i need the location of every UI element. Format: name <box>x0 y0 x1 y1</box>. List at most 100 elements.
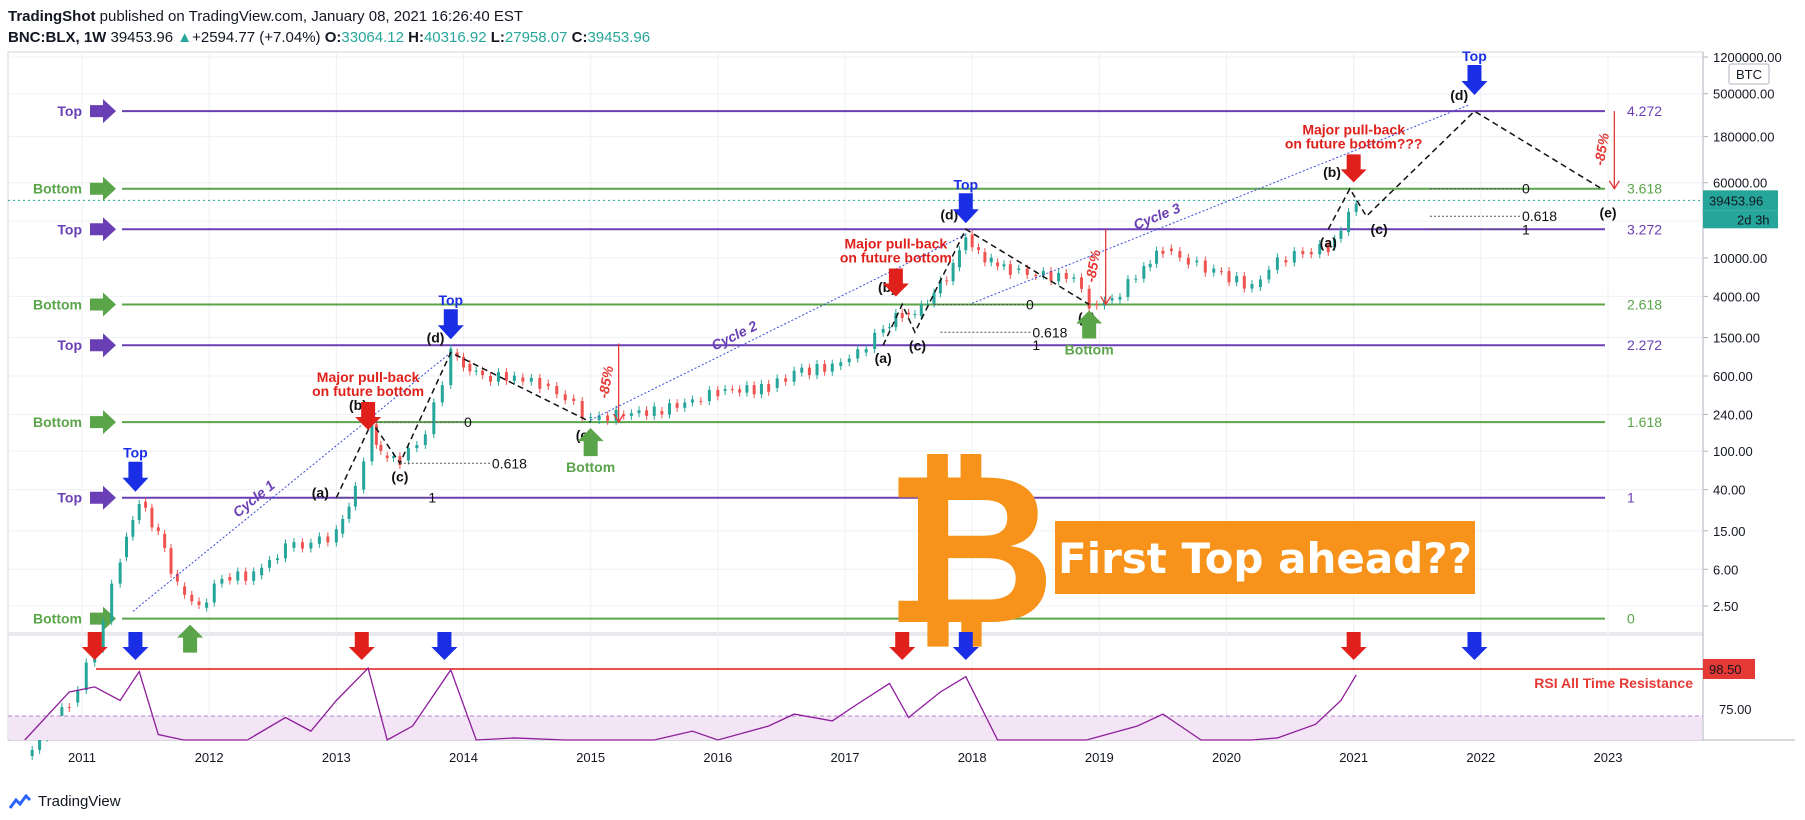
candle-body <box>1017 268 1021 270</box>
candle-body <box>392 456 396 459</box>
fib-retracement-label: 0 <box>1522 181 1530 197</box>
candle-body <box>362 461 366 490</box>
bitcoin-logo-icon: ₿ <box>884 427 1055 672</box>
candle-body <box>1025 268 1029 275</box>
cycle-trendline <box>132 352 452 612</box>
candle-body <box>212 583 216 603</box>
candle-body <box>1212 268 1216 273</box>
candle-body <box>847 358 851 363</box>
down-arrow-icon <box>952 193 979 224</box>
candle-body <box>1057 272 1061 282</box>
candle-body <box>440 385 444 403</box>
candle-body <box>938 280 942 294</box>
x-tick-label: 2021 <box>1339 750 1368 765</box>
candle-body <box>244 571 248 581</box>
y-tick-label: 4000.00 <box>1713 289 1760 304</box>
candle-body <box>1148 263 1152 268</box>
down-arrow-icon <box>355 401 382 430</box>
level-side-label: Top <box>57 490 82 506</box>
candle-body <box>839 362 843 367</box>
candle-body <box>913 314 917 316</box>
candle-body <box>830 363 834 372</box>
right-arrow-icon <box>90 485 116 510</box>
candle-body <box>385 455 389 459</box>
candle-body <box>110 583 114 622</box>
tradingview-brand[interactable]: TradingView <box>38 793 121 810</box>
candle-body <box>637 410 641 414</box>
level-side-label: Bottom <box>33 414 82 430</box>
y-tick-label: 15.00 <box>1713 524 1746 539</box>
wave-label: (d) <box>427 330 445 346</box>
candle-body <box>1064 272 1068 279</box>
candle-body <box>163 533 167 549</box>
candle-body <box>292 542 296 548</box>
close-label: C: <box>571 29 588 46</box>
up-arrow-icon <box>177 624 204 653</box>
symbol-label[interactable]: BNC:BLX, 1W <box>8 29 107 46</box>
candle-body <box>504 372 508 381</box>
candle-body <box>792 370 796 382</box>
candle-body <box>1275 257 1279 270</box>
candle-body <box>660 411 664 415</box>
rsi-down-arrow-icon <box>431 632 458 660</box>
candle-body <box>474 370 478 372</box>
candle-body <box>759 384 763 395</box>
candle-body <box>512 375 516 381</box>
candle-body <box>118 562 122 584</box>
candle-body <box>38 737 42 750</box>
candle-body <box>283 543 287 559</box>
wave-label: (a) <box>312 485 329 501</box>
x-tick-label: 2012 <box>195 750 224 765</box>
y-tick-label: 2.50 <box>1713 599 1738 614</box>
fib-level-label: 3.272 <box>1627 221 1662 237</box>
right-arrow-icon <box>90 99 116 124</box>
level-side-label: Top <box>57 103 82 119</box>
candle-body <box>888 327 892 329</box>
y-tick-label: 40.00 <box>1713 483 1746 498</box>
right-arrow-icon <box>90 176 116 201</box>
candle-body <box>951 262 955 282</box>
candle-body <box>1333 238 1337 247</box>
currency-label: BTC <box>1736 67 1762 82</box>
fib-level-label: 2.272 <box>1627 337 1662 353</box>
wave-label: (c) <box>909 337 926 353</box>
candle-body <box>131 520 135 537</box>
candle-body <box>468 363 472 372</box>
bottom-marker-label: Bottom <box>566 459 615 475</box>
candle-body <box>1227 271 1231 283</box>
candle-body <box>341 518 345 534</box>
drop-arrowhead <box>1608 180 1620 190</box>
candle-body <box>1008 264 1012 275</box>
candle-body <box>260 567 264 576</box>
candle-body <box>1267 269 1271 280</box>
candle-body <box>353 485 357 507</box>
low-label: L: <box>490 29 505 46</box>
candle-body <box>823 364 827 372</box>
candle-body <box>150 507 154 528</box>
candle-body <box>970 234 974 248</box>
candle-body <box>455 352 459 357</box>
candle-body <box>1339 230 1343 239</box>
candle-body <box>668 403 672 415</box>
candle-body <box>1219 271 1223 273</box>
candle-body <box>144 501 148 508</box>
candle-body <box>220 578 224 584</box>
x-tick-label: 2019 <box>1085 750 1114 765</box>
callout-box <box>1055 521 1475 594</box>
wave-label: (a) <box>875 350 892 366</box>
price-candles <box>30 199 1358 761</box>
publisher-name[interactable]: TradingShot <box>8 8 96 25</box>
level-side-label: Bottom <box>33 296 82 312</box>
candle-body <box>1169 248 1173 252</box>
level-side-label: Top <box>57 337 82 353</box>
x-tick-label: 2020 <box>1212 750 1241 765</box>
candle-body <box>1002 264 1006 267</box>
wave-label: (b) <box>1323 164 1341 180</box>
down-arrow-icon <box>437 309 464 340</box>
y-tick-label: 100.00 <box>1713 444 1753 459</box>
drop-label: -85% <box>1591 131 1613 167</box>
price-change: +2594.77 (+7.04%) <box>192 29 321 46</box>
candle-body <box>926 303 930 305</box>
y-tick-label: 60000.00 <box>1713 176 1767 191</box>
